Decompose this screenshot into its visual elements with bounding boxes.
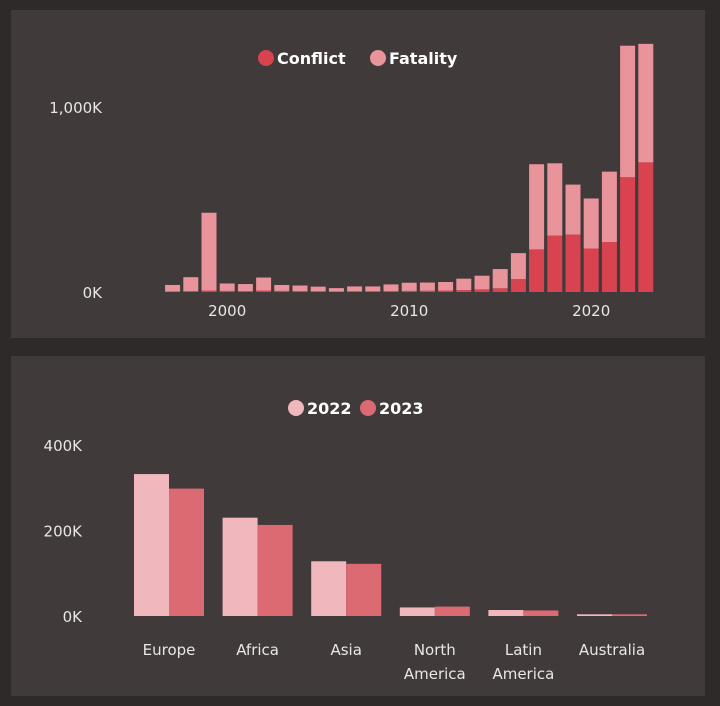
chart1-bar-conflict-2002: [256, 290, 272, 292]
chart2-bar-2023-africa: [257, 524, 293, 616]
chart1-bar-fatality-2022: [620, 45, 636, 178]
chart1-bar-conflict-2018: [547, 235, 563, 292]
chart1-bar-fatality-2002: [256, 277, 272, 291]
chart1-bar-conflict-2004: [292, 291, 308, 292]
chart1-bar-fatality-2010: [401, 282, 417, 291]
chart1-bar-fatality-2001: [237, 284, 253, 292]
chart1-bar-conflict-2008: [365, 291, 381, 292]
conflict-fatality-chart: Conflict Fatality 0K 1,000K 2000 2010 2020: [49, 43, 654, 320]
chart1-ytick-1: 1,000K: [49, 99, 103, 117]
chart1-bar-fatality-2000: [219, 283, 235, 291]
chart2-bar-2023-australia: [612, 614, 647, 616]
chart1-bar-conflict-2017: [529, 249, 545, 292]
chart1-bar-fatality-2012: [438, 282, 454, 291]
chart1-bar-conflict-1997: [165, 291, 181, 292]
chart2-ytick-0: 0K: [63, 608, 84, 626]
chart1-bar-conflict-1998: [183, 291, 199, 292]
chart2-bar-2022-australia: [577, 614, 612, 616]
chart2-category-label-europe: Europe: [143, 641, 196, 659]
chart2-bar-2023-latin-america: [523, 610, 559, 616]
chart2-ytick-2: 400K: [44, 437, 84, 455]
chart1-bar-conflict-2001: [237, 291, 253, 292]
chart1-bar-fatality-2016: [510, 253, 526, 280]
chart2-bar-2022-africa: [222, 517, 258, 616]
chart1-bar-fatality-2011: [419, 282, 435, 291]
chart1-bar-conflict-2016: [510, 279, 526, 292]
chart2-bar-2023-asia: [346, 563, 382, 616]
chart1-bar-conflict-1999: [201, 290, 217, 292]
chart1-bar-fatality-2021: [601, 171, 617, 242]
chart1-bar-conflict-2015: [492, 288, 508, 292]
chart2-category-label-latin-america-1: America: [492, 665, 554, 683]
conflict-fatality-chart-panel: Conflict Fatality 0K 1,000K 2000 2010 2020: [11, 10, 705, 338]
chart2-category-label-latin-america-0: Latin: [505, 641, 542, 659]
chart1-bar-fatality-2023: [638, 43, 654, 163]
chart1-bar-fatality-2005: [310, 286, 326, 292]
chart1-bar-fatality-2006: [328, 288, 344, 292]
chart1-legend-marker-1: [370, 50, 386, 66]
chart2-legend-marker-1: [360, 400, 376, 416]
chart2-ytick-1: 200K: [44, 523, 84, 541]
chart1-bar-conflict-2023: [638, 162, 654, 292]
chart2-bar-2023-north-america: [434, 606, 470, 616]
chart2-category-label-north-america-0: North: [414, 641, 456, 659]
chart1-bar-fatality-1999: [201, 212, 217, 291]
chart1-bar-fatality-2014: [474, 275, 490, 290]
chart1-bar-fatality-2008: [365, 286, 381, 292]
chart2-bar-2022-latin-america: [488, 610, 524, 616]
chart1-bar-conflict-2020: [583, 248, 599, 292]
chart1-xtick-2: 2020: [572, 302, 610, 320]
chart1-xtick-0: 2000: [208, 302, 246, 320]
chart1-bar-conflict-2013: [456, 290, 472, 292]
chart1-bar-fatality-2020: [583, 198, 599, 249]
chart2-legend-label-1: 2023: [379, 399, 424, 418]
chart1-bar-conflict-2019: [565, 234, 581, 292]
chart1-legend-marker-0: [258, 50, 274, 66]
chart1-ytick-0: 0K: [83, 284, 104, 302]
chart2-legend-marker-0: [288, 400, 304, 416]
chart2-bar-2022-europe: [134, 474, 169, 616]
chart1-bar-fatality-2007: [347, 286, 363, 292]
chart1-bar-conflict-2011: [419, 290, 435, 292]
chart1-bar-conflict-2005: [310, 291, 326, 292]
chart2-category-label-asia: Asia: [330, 641, 361, 659]
chart1-bar-fatality-2019: [565, 184, 581, 235]
chart1-bar-fatality-1998: [183, 277, 199, 292]
chart1-bar-conflict-2012: [438, 290, 454, 292]
chart2-category-label-africa: Africa: [236, 641, 279, 659]
chart2-category-label-australia: Australia: [579, 641, 645, 659]
chart1-legend-label-1: Fatality: [389, 49, 458, 68]
chart1-bar-conflict-2007: [347, 291, 363, 292]
chart1-bar-fatality-2013: [456, 278, 472, 291]
chart1-bar-fatality-2004: [292, 285, 308, 292]
chart1-legend-label-0: Conflict: [277, 49, 346, 68]
chart1-bar-fatality-2009: [383, 284, 399, 292]
chart2-bar-2022-asia: [311, 561, 347, 616]
chart1-bar-fatality-2018: [547, 163, 563, 236]
chart1-bar-conflict-2022: [620, 177, 636, 292]
chart1-xtick-1: 2010: [390, 302, 428, 320]
region-year-chart-panel: 2022 2023 0K 200K 400K Europe Africa Asia North A…: [11, 356, 705, 696]
chart1-bar-conflict-2010: [401, 290, 417, 292]
chart2-bar-2022-north-america: [399, 607, 435, 616]
chart1-bar-fatality-2003: [274, 284, 290, 291]
chart1-bar-fatality-1997: [165, 284, 181, 292]
chart1-bar-conflict-2003: [274, 290, 290, 292]
chart1-bar-conflict-2006: [328, 291, 344, 292]
chart1-bar-conflict-2009: [383, 291, 399, 292]
chart2-category-label-north-america-1: America: [404, 665, 466, 683]
chart2-legend-label-0: 2022: [307, 399, 352, 418]
chart1-bar-conflict-2014: [474, 289, 490, 292]
chart1-bar-conflict-2021: [601, 242, 617, 292]
region-year-chart: 2022 2023 0K 200K 400K Europe Africa Asia North A…: [44, 399, 647, 683]
chart1-bar-conflict-2000: [219, 290, 235, 292]
chart2-bar-2023-europe: [169, 488, 204, 616]
chart1-bar-fatality-2015: [492, 269, 508, 289]
chart1-bar-fatality-2017: [529, 164, 545, 250]
